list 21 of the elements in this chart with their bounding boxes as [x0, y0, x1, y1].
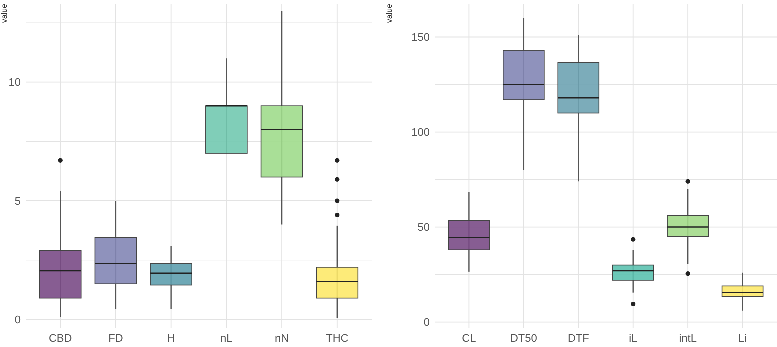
x-tick-label: iL	[629, 333, 638, 345]
x-tick-label: nN	[275, 333, 290, 345]
x-tick-label: CL	[462, 333, 476, 345]
y-tick-label: 0	[14, 314, 21, 327]
x-tick-label: nL	[220, 333, 233, 345]
x-tick-label: CBD	[48, 333, 72, 345]
y-tick-label: 50	[418, 222, 430, 234]
y-tick-label: 10	[8, 77, 21, 90]
x-tick-label: THC	[326, 333, 349, 345]
y-tick-label: 100	[412, 127, 430, 140]
x-tick-label: intL	[679, 333, 697, 345]
y-tick-label: 5	[14, 196, 21, 208]
x-tick-label: DTF	[568, 333, 590, 345]
y-tick-label: 150	[412, 32, 430, 44]
x-tick-label: DT50	[510, 333, 538, 345]
x-tick-label: H	[167, 333, 176, 345]
y-axis-title: value	[385, 3, 394, 24]
y-tick-label: 0	[424, 317, 430, 330]
y-axis-title: value	[0, 3, 9, 24]
x-tick-label: Li	[738, 333, 748, 345]
x-tick-label: FD	[108, 333, 124, 345]
